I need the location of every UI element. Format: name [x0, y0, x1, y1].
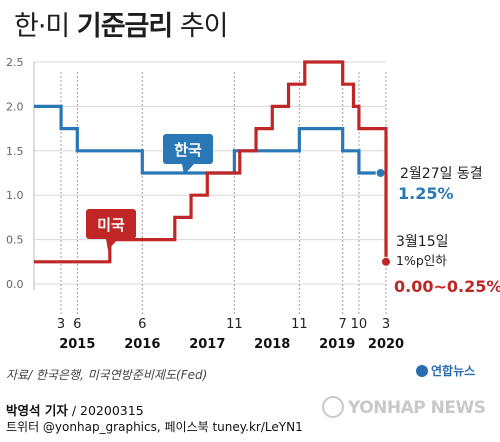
- y-tick-label: 1.5: [6, 145, 24, 158]
- x-month-label: 6: [73, 317, 81, 332]
- yonhap-logo: 연합뉴스: [416, 362, 475, 379]
- credit-author: 박영석 기자: [6, 403, 68, 418]
- y-tick-label: 1.0: [6, 189, 24, 202]
- x-year-label: 2019: [319, 337, 355, 352]
- chart-title: 한·미 기준금리 추이: [14, 4, 229, 43]
- credit-line: 박영석 기자 / 20200315: [6, 403, 144, 418]
- x-month-label: 10: [351, 317, 368, 332]
- annotation-us-change: 1%p인하: [396, 253, 447, 268]
- watermark: YONHAP NEWS: [322, 396, 486, 418]
- source-note: 자료/ 한국은행, 미국연방준비제도(Fed): [6, 368, 208, 382]
- title-part1: 한·미: [14, 11, 77, 42]
- credit-date: 20200315: [80, 403, 144, 418]
- x-year-label: 2016: [124, 337, 160, 352]
- x-month-label: 11: [291, 317, 308, 332]
- x-year-label: 2015: [59, 337, 95, 352]
- logo-icon: [416, 365, 428, 377]
- x-month-label: 3: [57, 317, 65, 332]
- credit-social: 트위터 @yonhap_graphics, 페이스북 tuney.kr/LeYN…: [6, 420, 303, 434]
- series-endpoint-us: [381, 256, 391, 267]
- y-tick-label: 2.0: [6, 100, 24, 113]
- y-tick-label: 0.0: [6, 278, 24, 291]
- logo-text: 연합뉴스: [431, 364, 476, 378]
- annotation-korea-value: 1.25%: [398, 184, 454, 203]
- callout-korea-label: 한국: [174, 141, 202, 159]
- x-month-label: 6: [138, 317, 146, 332]
- annotation-korea-date: 2월27일 동결: [400, 166, 483, 182]
- x-year-label: 2017: [189, 337, 225, 352]
- x-year-label: 2020: [368, 337, 404, 352]
- callout-us-label: 미국: [97, 216, 125, 234]
- y-tick-label: 2.5: [6, 56, 24, 69]
- series-line-us: [34, 60, 388, 264]
- y-axis: 0.0 0.5 1.0 1.5 2.0 2.5: [6, 56, 24, 291]
- title-part2: 기준금리: [76, 11, 173, 42]
- x-month-label: 11: [226, 317, 243, 332]
- annotation-us-date: 3월15일: [396, 234, 448, 250]
- watermark-text: YONHAP NEWS: [348, 398, 486, 418]
- series-line-korea: [34, 104, 381, 175]
- title-part3: 추이: [172, 11, 229, 42]
- callout-us: 미국: [86, 209, 136, 250]
- watermark-icon: [322, 396, 344, 418]
- annotation-us-value: 0.00~0.25%: [394, 277, 500, 296]
- callout-korea: 한국: [163, 134, 213, 175]
- series-lines: [34, 60, 391, 267]
- x-month-label: 7: [339, 317, 347, 332]
- x-year-label: 2018: [254, 337, 290, 352]
- series-endpoint-korea: [375, 168, 386, 178]
- grid-lines: [33, 61, 387, 314]
- y-tick-label: 0.5: [6, 234, 24, 247]
- x-month-label: 3: [382, 317, 390, 332]
